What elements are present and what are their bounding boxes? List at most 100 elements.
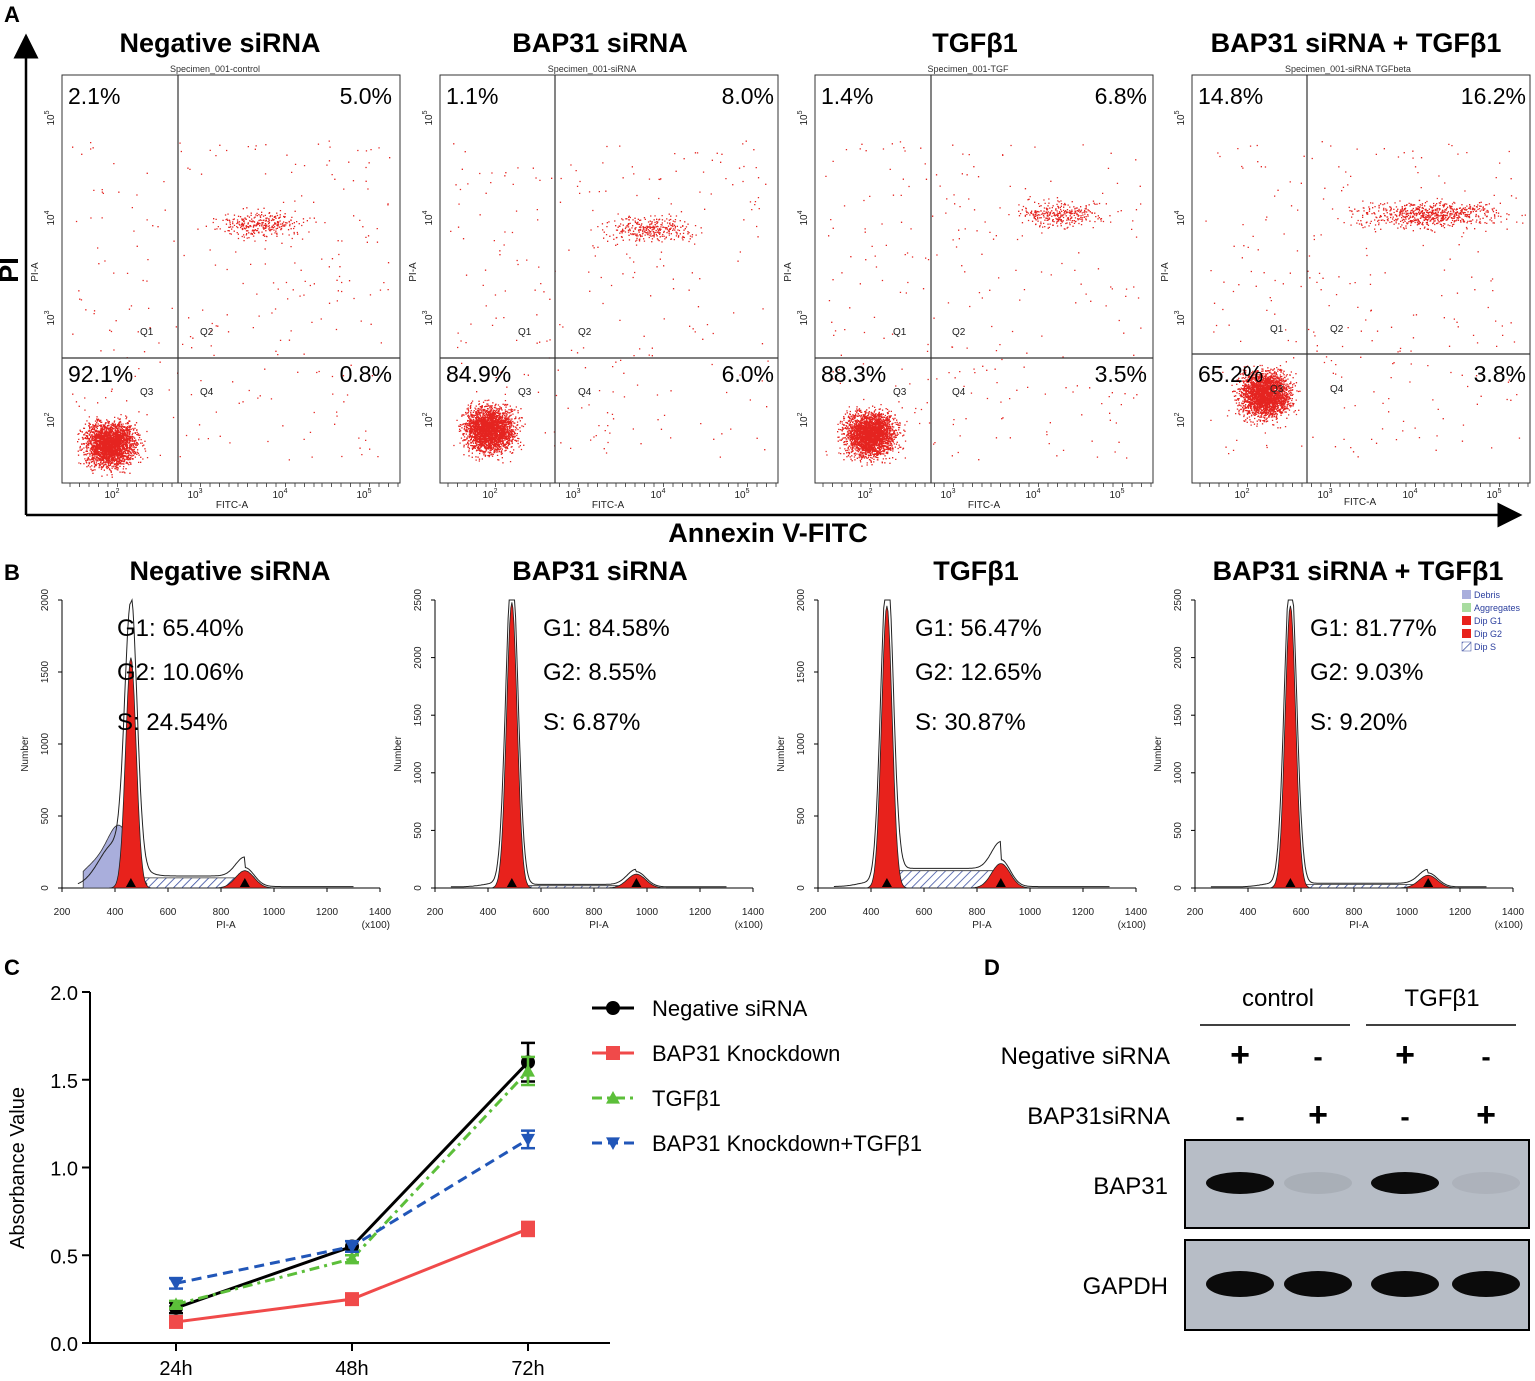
flow-plot-title: BAP31 siRNA + TGFβ1 (1211, 28, 1502, 58)
x-log-tick: 102 (104, 488, 119, 501)
event-dots (450, 140, 769, 464)
legend-entry: BAP31 Knockdown (592, 1041, 840, 1066)
q1-percent: 14.8% (1198, 83, 1263, 109)
dot-cloud (450, 140, 769, 464)
y-log-tick-exponent: 4 (422, 210, 429, 214)
data-point (345, 1292, 359, 1307)
x-tick-label: 400 (863, 907, 880, 918)
g1-peak-area (865, 605, 909, 889)
log-ticks: 102 102 103 103 104 104 105 105 (797, 110, 1152, 501)
dot-cloud (1205, 141, 1526, 458)
data-point (521, 1063, 535, 1077)
y-tick-label: 500 (1173, 822, 1184, 839)
y-tick-label: 500 (40, 807, 51, 824)
y-log-tick-exponent: 2 (1174, 412, 1181, 416)
cell-cycle-legend: Debris Aggregates Dip G1 Dip G2 Dip S (1461, 590, 1521, 652)
dot-cloud (72, 140, 391, 478)
y-log-tick: 103 (44, 310, 57, 325)
x-tick-label: 600 (533, 907, 550, 918)
q4-label: Q4 (578, 387, 592, 398)
histogram-x-label: PI-A (216, 920, 236, 931)
x-tick-label: 1000 (1019, 907, 1042, 918)
panel-d: D control TGFβ1 Negative siRNA BAP31siRN… (984, 955, 1530, 1331)
x-tick-label: 800 (586, 907, 603, 918)
data-point (606, 1137, 620, 1150)
y-log-tick-exponent: 3 (44, 310, 51, 314)
q2-label: Q2 (200, 327, 214, 338)
g1-peak-area (109, 657, 153, 889)
x-channel-label: FITC-A (1344, 497, 1377, 508)
bap31-sirna-sign: - (1235, 1101, 1244, 1132)
x-channel-label: FITC-A (216, 500, 249, 511)
x-tick-label: 400 (480, 907, 497, 918)
data-point (606, 1046, 620, 1060)
x-tick-label: 200 (810, 907, 827, 918)
legend-entry: BAP31 Knockdown+TGFβ1 (592, 1131, 922, 1156)
q4-label: Q4 (200, 387, 214, 398)
y-log-tick-exponent: 3 (422, 310, 429, 314)
q4-label: Q4 (1330, 384, 1344, 395)
y-log-tick-exponent: 4 (797, 210, 804, 214)
q4-percent: 3.8% (1474, 361, 1526, 387)
q2-percent: 8.0% (722, 83, 774, 109)
y-channel-label: PI-A (408, 262, 419, 282)
y-tick-label: 1000 (40, 732, 51, 755)
q4-percent: 0.8% (340, 361, 392, 387)
bap31-sirna-sign: - (1400, 1101, 1409, 1132)
g1-marker-icon (125, 878, 136, 887)
specimen-label: Specimen_001-control (170, 64, 260, 74)
x-log-tick: 104 (1025, 488, 1040, 501)
x-channel-label: FITC-A (968, 500, 1001, 511)
g1-stat: G1: 65.40% (117, 615, 244, 642)
g2-stat: G2: 8.55% (543, 659, 656, 686)
q2-label: Q2 (1330, 324, 1344, 335)
x-tick-label: 1000 (636, 907, 659, 918)
y-axis-title: Absorbance Value (7, 1087, 29, 1249)
legend-label: BAP31 Knockdown+TGFβ1 (652, 1131, 922, 1156)
g2-stat: G2: 10.06% (117, 659, 244, 686)
y-tick-label: 2000 (796, 588, 807, 611)
s-stat: S: 30.87% (915, 709, 1026, 736)
g1-stat: G1: 84.58% (543, 615, 670, 642)
g2-marker-icon (631, 878, 642, 887)
y-tick-label: 0 (1173, 885, 1184, 891)
x-tick-label: 1200 (689, 907, 712, 918)
y-tick-label: 0 (796, 885, 807, 891)
group-label-control: control (1242, 985, 1314, 1012)
q3-percent: 84.9% (446, 361, 511, 387)
histogram-envelope (1210, 599, 1487, 888)
q1-label: Q1 (140, 327, 154, 338)
absorbance-line-chart: 0.0 0.5 1.0 1.5 2.0 24h 48h 72h Negative siRNA BA… (50, 983, 922, 1380)
legend-entry: TGFβ1 (592, 1086, 721, 1111)
blot-bands (1206, 1172, 1520, 1297)
q3-percent: 92.1% (68, 361, 133, 387)
data-point (606, 1001, 620, 1015)
y-tick-label: 1.5 (50, 1071, 78, 1093)
histogram-y-label: Number (1153, 736, 1164, 772)
data-point (169, 1314, 183, 1329)
group-label-tgfb1: TGFβ1 (1404, 985, 1479, 1012)
specimen-label: Specimen_001-TGF (927, 64, 1009, 74)
y-log-tick: 103 (1174, 310, 1187, 325)
x-log-tick-exponent: 2 (1246, 488, 1250, 495)
flow-plot-bap31-sirna: BAP31 siRNA Specimen_001-siRNA 1.1% 8.0%… (408, 28, 779, 511)
data-point (606, 1091, 620, 1104)
flow-plot-title: Negative siRNA (119, 28, 320, 58)
blot-band (1371, 1271, 1439, 1297)
x-tick-label: 800 (213, 907, 230, 918)
x-tick-label: 1000 (263, 907, 286, 918)
histogram-title: TGFβ1 (933, 556, 1018, 586)
blot-band (1452, 1172, 1520, 1194)
row-label-bap31-sirna: BAP31siRNA (1027, 1103, 1170, 1130)
y-log-tick: 102 (797, 412, 810, 427)
g2-stat: G2: 9.03% (1310, 659, 1423, 686)
y-log-tick: 104 (1174, 210, 1187, 225)
histogram-y-label: Number (393, 736, 404, 772)
y-tick-label: 0 (413, 885, 424, 891)
q3-label: Q3 (518, 387, 532, 398)
q1-label: Q1 (893, 327, 907, 338)
blot-band (1452, 1271, 1520, 1297)
y-tick-label: 1500 (413, 704, 424, 727)
